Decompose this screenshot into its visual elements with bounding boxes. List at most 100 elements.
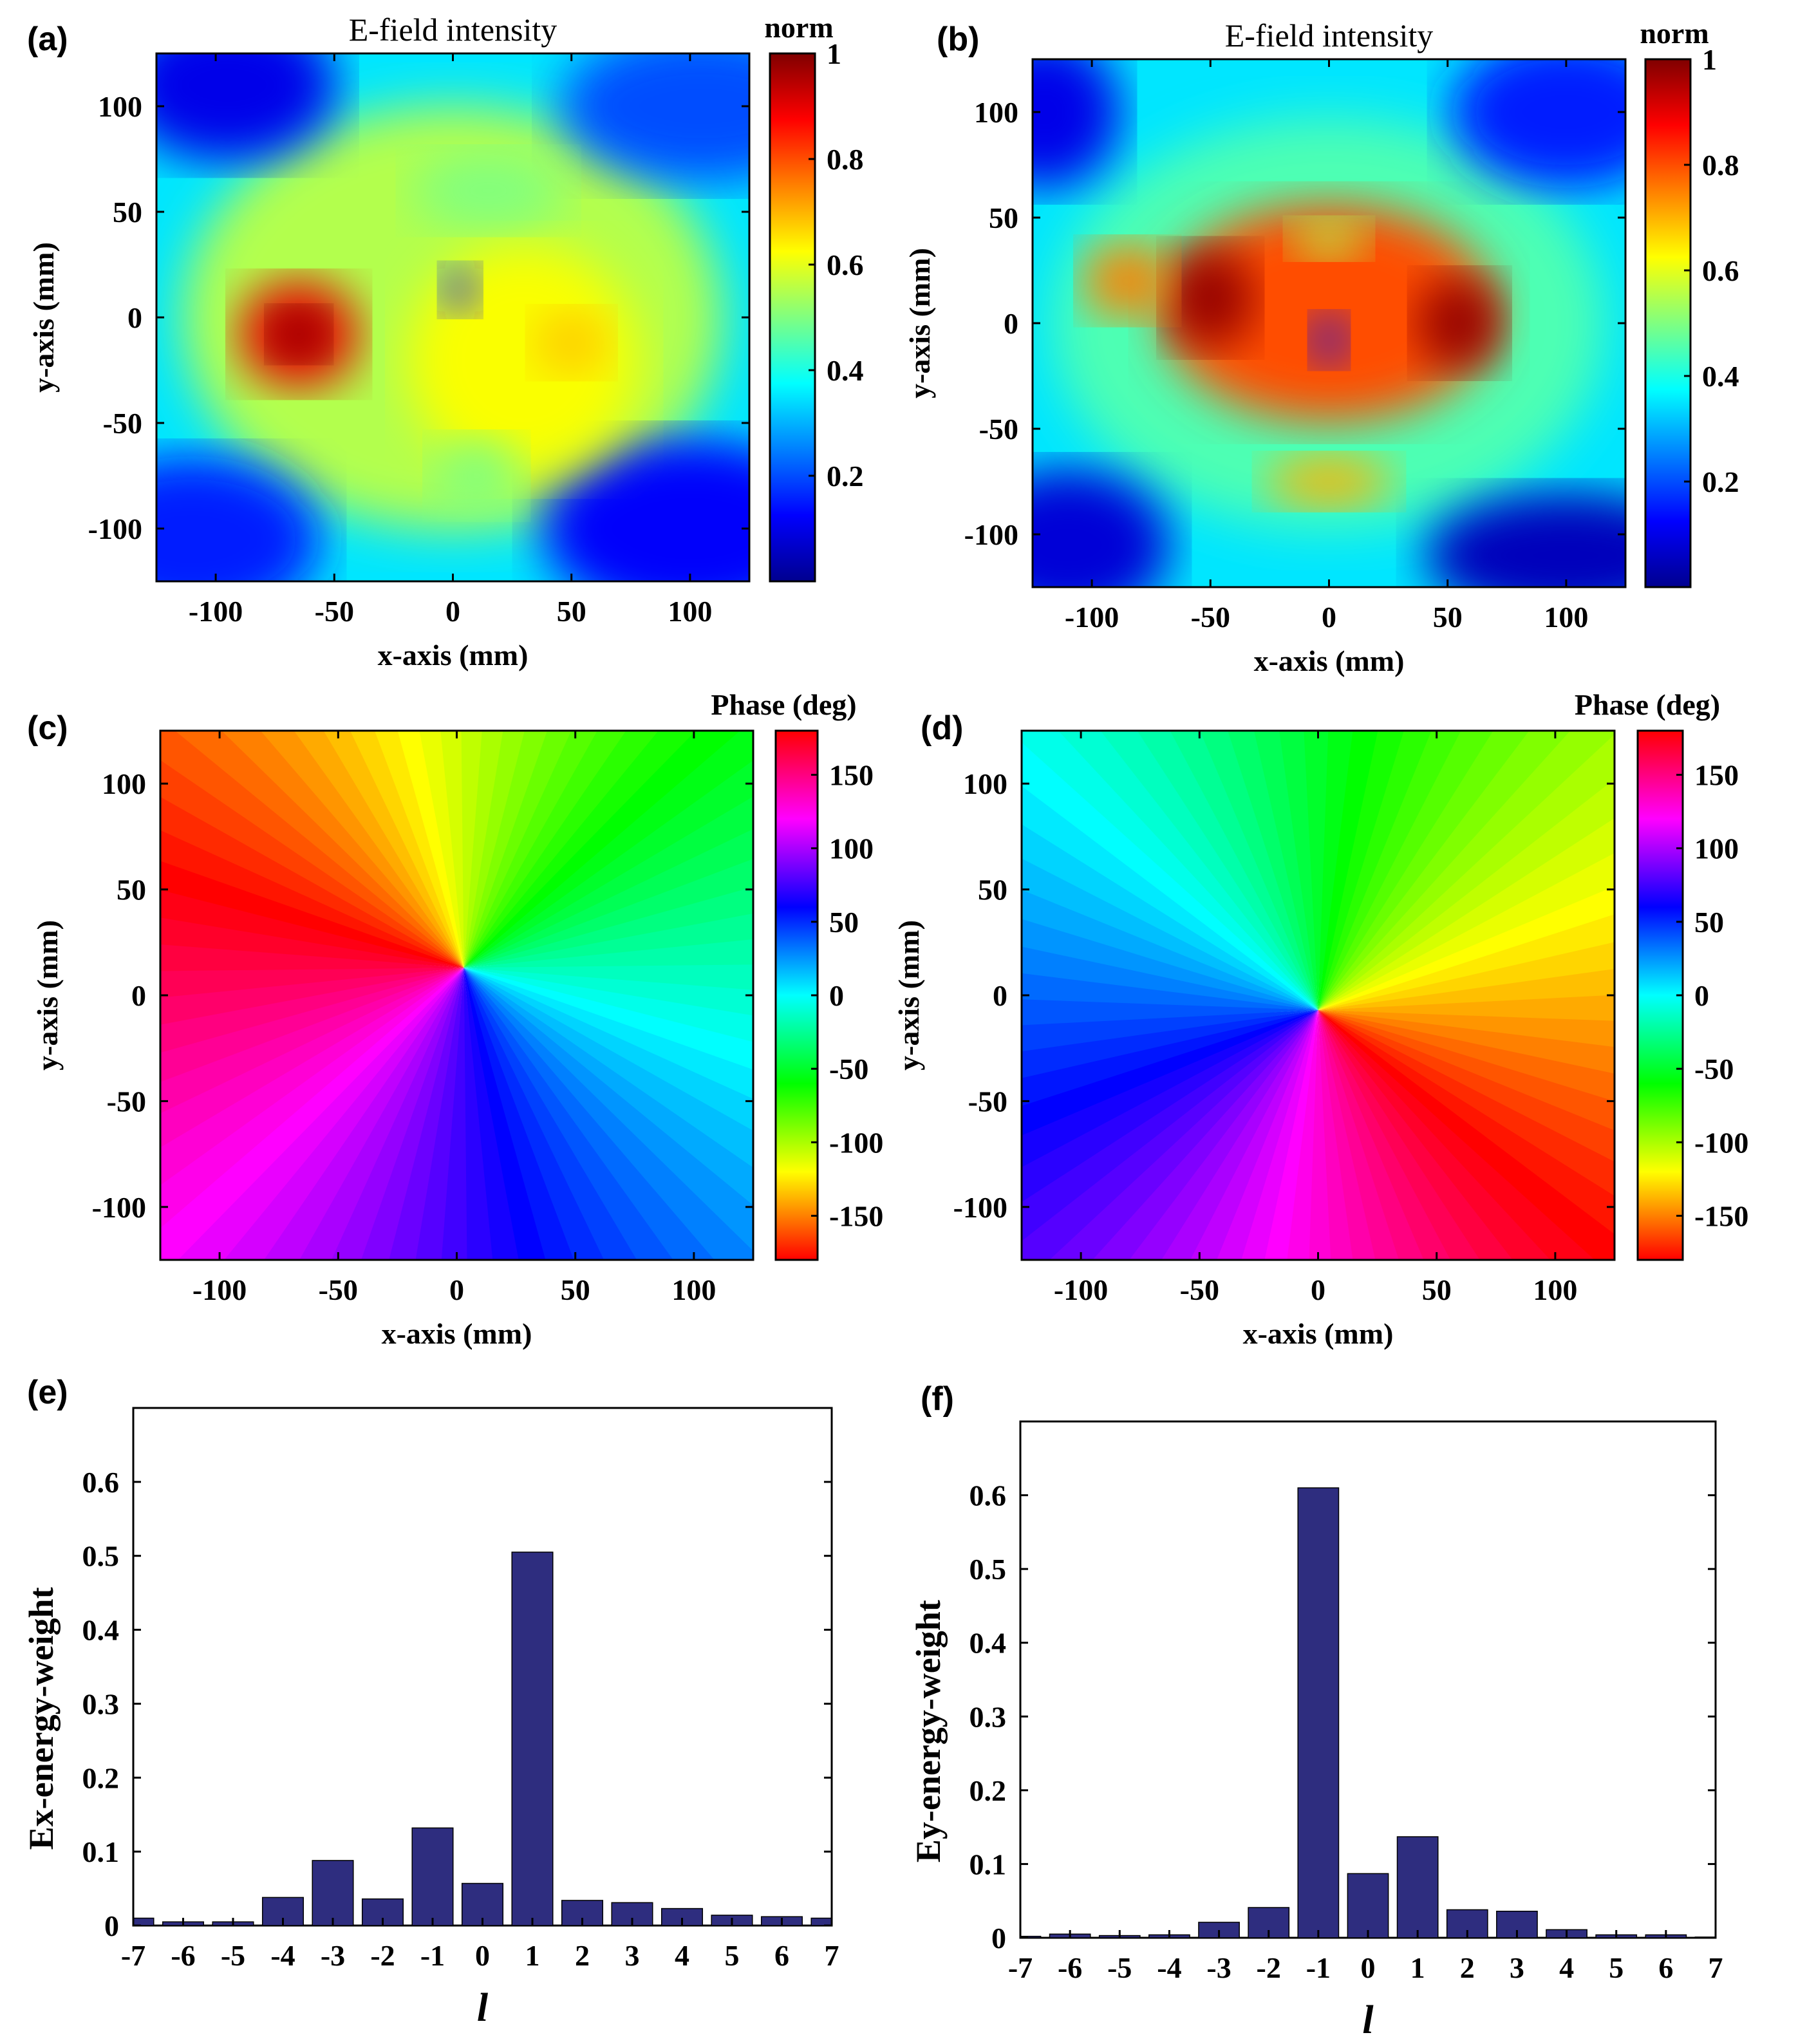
- x-tick-label: 50: [1422, 1273, 1452, 1306]
- x-tick-label: -100: [189, 595, 243, 628]
- bar--3: [312, 1860, 354, 1926]
- phase-wedge: [463, 968, 753, 1168]
- y-tick-label: 50: [113, 196, 142, 229]
- x-tick-label: 50: [561, 1273, 590, 1306]
- axes-frame: [132, 1407, 833, 1927]
- phase-wedge: [1200, 731, 1318, 1011]
- x-tick-label: 2: [575, 1939, 590, 1972]
- phase-wedge: [1022, 1010, 1318, 1136]
- x-tick-label: -1: [1306, 1951, 1331, 1984]
- phase-wedge: [440, 731, 464, 968]
- phase-wedge: [1318, 1010, 1399, 1260]
- x-tick-label: 100: [1544, 601, 1588, 633]
- heatmap-image: [1033, 59, 1625, 587]
- intensity-blob: [532, 310, 610, 375]
- phase-wedge: [160, 968, 464, 1228]
- phase-wedge: [1318, 968, 1615, 1011]
- y-tick-label: 100: [98, 90, 142, 123]
- x-tick-label: 0: [1322, 601, 1336, 633]
- y-tick-label: 0.1: [969, 1848, 1007, 1880]
- y-tick-label: 50: [978, 874, 1007, 906]
- panel-d: -100 -50 0 50 100 -100 -50 0 50 100 x-axis (mm) y-a…: [892, 688, 1748, 1350]
- phase-wedge: [463, 913, 753, 968]
- colorbar-tick-label: 100: [829, 832, 874, 865]
- x-tick-label: -1: [420, 1939, 445, 1972]
- phase-wedge: [1022, 1010, 1318, 1241]
- phase-wedge: [174, 731, 464, 968]
- panel-e: -7 -6 -5 -4 -3 -2 -1 0 1 2 3 4 5 6 7 0 0.1 0.2 0.3 0.4 0.5 0.…: [22, 1374, 839, 2030]
- x-tick-label: 100: [1533, 1273, 1577, 1306]
- colorbar-tick-label: 0.6: [827, 248, 864, 281]
- intensity-blob: [541, 438, 749, 581]
- x-tick-label: 4: [675, 1939, 689, 1972]
- phase-wedge: [463, 829, 753, 968]
- x-tick-label: -50: [319, 1273, 358, 1306]
- colorbar-tick-label: 0.6: [1702, 254, 1739, 287]
- panel-b: -100 -50 0 50 100 -100 -50 0 50 100 x-axis (mm) y-a…: [903, 17, 1739, 677]
- colorbar-tick-label: 1: [827, 37, 841, 70]
- y-tick-label: 0: [991, 1922, 1006, 1955]
- y-tick-label: 0.6: [969, 1479, 1007, 1512]
- phase-wedge: [463, 760, 753, 968]
- x-tick-label: 0: [449, 1273, 464, 1306]
- colorbar-tick-label: 150: [1694, 759, 1739, 792]
- x-tick-label: 6: [774, 1939, 789, 1972]
- y-tick-label: -50: [968, 1085, 1007, 1118]
- intensity-blob: [411, 152, 566, 230]
- y-tick-label: -100: [92, 1191, 146, 1224]
- y-tick-label: 100: [974, 96, 1018, 129]
- phase-wedge: [463, 968, 673, 1260]
- phase-wedge: [160, 968, 464, 1114]
- y-tick-label: -50: [979, 413, 1018, 445]
- phase-wedge: [1100, 731, 1318, 1011]
- panel-label: (c): [27, 709, 68, 747]
- x-tick-label: 1: [1410, 1951, 1425, 1984]
- colorbar-tick-label: -50: [1694, 1053, 1734, 1085]
- y-tick-label: 0.3: [969, 1700, 1007, 1733]
- x-tick-label: -7: [121, 1939, 145, 1972]
- x-tick-label: -5: [221, 1939, 245, 1972]
- colorbar: [769, 52, 816, 583]
- phase-wedge: [1318, 734, 1615, 1011]
- phase-wedge: [1022, 1010, 1318, 1203]
- phase-wedge: [160, 968, 464, 1260]
- x-tick-label: -100: [192, 1273, 247, 1306]
- phase-wedge: [463, 968, 546, 1260]
- colorbar-tick-label: -50: [829, 1053, 868, 1085]
- y-tick-label: 0.2: [969, 1774, 1007, 1807]
- x-axis-label: x-axis (mm): [1254, 644, 1405, 677]
- y-tick-label: 0: [1004, 307, 1018, 340]
- intensity-blob: [1161, 203, 1497, 422]
- phase-wedge: [1318, 1010, 1376, 1260]
- y-tick-label: 100: [102, 767, 146, 800]
- x-tick-label: -5: [1107, 1951, 1132, 1984]
- intensity-blob: [270, 308, 328, 361]
- x-tick-label: -50: [1191, 601, 1230, 633]
- colorbar-tick-label: -150: [829, 1200, 883, 1233]
- phase-wedge: [160, 731, 464, 968]
- colorbar-tick-label: -100: [829, 1126, 883, 1159]
- colorbar-tick-label: 0.8: [827, 143, 864, 176]
- x-tick-label: -100: [1054, 1273, 1108, 1306]
- x-axis-label: l: [1362, 1998, 1374, 2042]
- colorbar-tick-label: 0.4: [1702, 360, 1739, 393]
- x-axis-label: x-axis (mm): [1243, 1317, 1394, 1350]
- phase-wedge: [1253, 731, 1318, 1011]
- colorbar-tick-label: 0.4: [827, 354, 864, 387]
- phase-wedge: [160, 968, 464, 1082]
- x-tick-label: -6: [171, 1939, 195, 1972]
- y-axis-label: y-axis (mm): [903, 248, 936, 398]
- y-tick-label: 50: [117, 874, 146, 906]
- y-tick-label: 0.1: [82, 1835, 120, 1868]
- y-axis-label: Ex-energy-weight: [22, 1587, 61, 1850]
- x-tick-label: 0: [475, 1939, 490, 1972]
- colorbar-tick-label: 50: [829, 906, 859, 939]
- intensity-blob: [1311, 314, 1347, 366]
- phase-wedge: [294, 731, 464, 968]
- x-axis-label: x-axis (mm): [378, 639, 529, 671]
- phase-wedge: [397, 731, 464, 968]
- panel-label: (b): [937, 21, 979, 58]
- colorbar-label: norm: [764, 11, 833, 44]
- phase-wedge: [1318, 1010, 1595, 1260]
- x-tick-label: -6: [1058, 1951, 1082, 1984]
